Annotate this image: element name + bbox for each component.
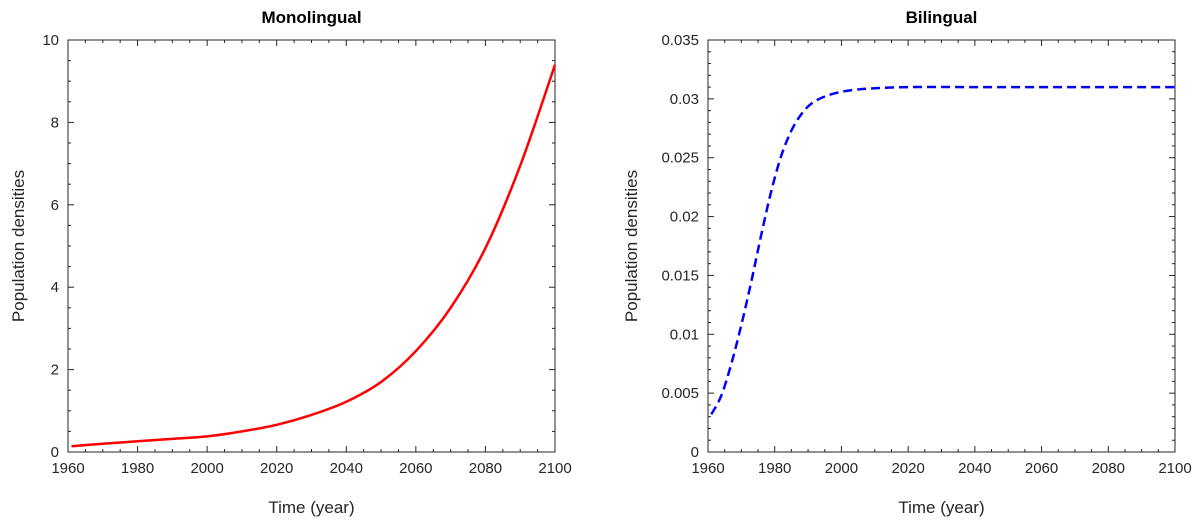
y-tick-label: 0.015: [661, 267, 699, 284]
x-tick-label: 2080: [1092, 460, 1125, 477]
x-tick-label: 1980: [121, 460, 154, 477]
x-tick-label: 2000: [190, 460, 223, 477]
y-tick-label: 0: [691, 444, 699, 461]
x-tick-label: 2040: [330, 460, 363, 477]
x-tick-label: 1960: [51, 460, 84, 477]
x-tick-label: 2040: [958, 460, 991, 477]
x-axis-label: Time (year): [268, 498, 354, 517]
x-tick-label: 2060: [1025, 460, 1058, 477]
y-tick-label: 2: [51, 362, 59, 379]
y-tick-label: 0.005: [661, 385, 699, 402]
x-tick-label: 1960: [691, 460, 724, 477]
y-tick-label: 10: [42, 32, 59, 49]
plot-frame: [707, 39, 1176, 453]
y-tick-label: 0.03: [670, 91, 699, 108]
x-tick-label: 2100: [538, 460, 571, 477]
x-tick-label: 1980: [758, 460, 791, 477]
chart-panel-1: 1960 1980 2000 2020 2040 2060 2080 2100 0 2 4 6 8 10 T…: [9, 8, 572, 517]
series-line-1: [71, 64, 557, 448]
y-tick-label: 0: [51, 444, 59, 461]
x-axis-label: Time (year): [898, 498, 984, 517]
y-axis-label: Population densities: [9, 170, 28, 322]
x-tick-label: 2020: [891, 460, 924, 477]
plot-frame: [67, 39, 556, 453]
y-axis-label: Population densities: [622, 170, 641, 322]
y-tick-label: 4: [51, 279, 59, 296]
chart-title: Bilingual: [906, 8, 978, 27]
y-tick-label: 0.01: [670, 326, 699, 343]
x-tick-label: 2080: [469, 460, 502, 477]
y-tick-label: 0.025: [661, 150, 699, 167]
y-tick-label: 0.02: [670, 209, 699, 226]
chart-title: Monolingual: [261, 8, 361, 27]
x-tick-label: 2000: [825, 460, 858, 477]
series-line-1: [710, 85, 1175, 415]
x-tick-label: 2060: [399, 460, 432, 477]
y-tick-label: 0.035: [661, 32, 699, 49]
y-tick-label: 8: [51, 114, 59, 131]
y-tick-label: 6: [51, 197, 59, 214]
x-tick-label: 2020: [260, 460, 293, 477]
x-tick-label: 2100: [1158, 460, 1191, 477]
chart-panel-2: 1960 1980 2000 2020 2040 2060 2080 2100 0 0.005 0.…: [622, 8, 1192, 517]
